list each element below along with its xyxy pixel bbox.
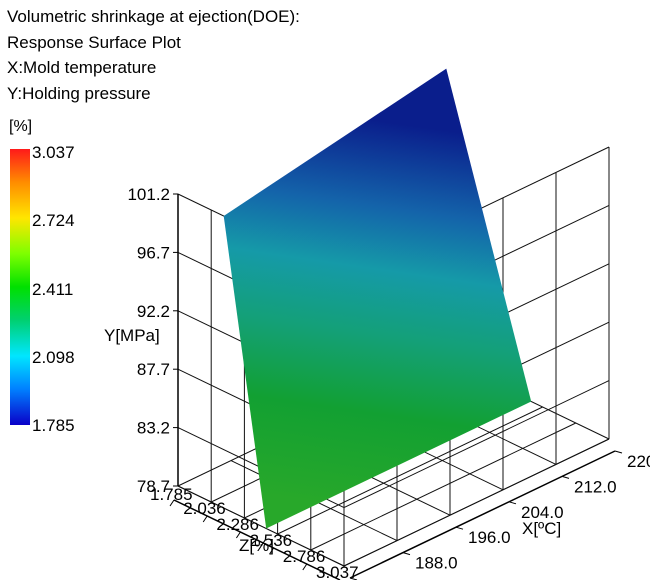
y-tick-label: 83.2 (137, 419, 170, 438)
response-surface (223, 68, 532, 529)
colorbar-tick: 3.037 (32, 143, 75, 162)
grid-line (343, 438, 610, 567)
y-tick-label: 92.2 (137, 302, 170, 321)
z-tick-label: 2.536 (250, 531, 293, 550)
x-tick-label: 220.0 (627, 452, 650, 471)
x-tick-label: 204.0 (521, 503, 564, 522)
z-tick (269, 547, 275, 555)
x-tick (614, 450, 623, 454)
z-tick-label: 1.785 (150, 485, 193, 504)
title-line-4: Y:Holding pressure (7, 83, 151, 103)
x-tick-label: 188.0 (415, 554, 458, 573)
z-tick-label: 2.036 (183, 499, 226, 518)
title-line-2: Response Surface Plot (7, 32, 181, 52)
z-tick (302, 563, 308, 571)
colorbar-tick: 1.785 (32, 416, 75, 435)
z-tick-label: 2.786 (283, 547, 326, 566)
y-tick-label: 78.7 (137, 477, 170, 496)
z-tick (235, 531, 241, 539)
chart-title-block: Volumetric shrinkage at ejection(DOE): R… (7, 4, 300, 106)
colorbar-tick: 2.098 (32, 348, 75, 367)
colorbar-unit: [%] (9, 118, 33, 135)
x-tick (561, 475, 570, 479)
x-tick-label: 196.0 (468, 528, 511, 547)
y-tick-label: 87.7 (137, 360, 170, 379)
grid-line (177, 485, 345, 567)
x-axis-label: X[ºC] (522, 519, 561, 538)
z-tick (202, 515, 208, 523)
y-tick-label: 96.7 (137, 243, 170, 262)
colorbar (10, 149, 30, 425)
grid-line (343, 380, 610, 509)
title-line-1: Volumetric shrinkage at ejection(DOE): (7, 7, 300, 26)
z-tick-label: 3.037 (316, 563, 359, 580)
x-tick (508, 501, 517, 505)
surface-layer (223, 68, 532, 529)
y-axis-label: Y[MPa] (104, 326, 160, 345)
colorbar-tick: 2.724 (32, 211, 75, 230)
z-tick-label: 2.286 (216, 515, 259, 534)
axis-layer (169, 193, 623, 580)
z-axis-line (173, 499, 341, 580)
x-tick (402, 552, 411, 556)
colorbar-tick: 2.411 (32, 280, 74, 299)
title-line-3: X:Mold temperature (7, 58, 157, 77)
x-axis-line (349, 450, 616, 579)
z-axis-label: Z[%] (239, 536, 274, 555)
y-tick-label: 101.2 (127, 185, 170, 204)
grid-line (277, 406, 543, 535)
z-tick (169, 499, 175, 507)
x-tick-label: 212.0 (574, 477, 617, 496)
label-layer: 78.7 83.2 87.7 92.2 96.7 101.2 1.7852.0362.286… (104, 185, 650, 580)
x-tick (455, 526, 464, 530)
grid-line (310, 422, 577, 551)
